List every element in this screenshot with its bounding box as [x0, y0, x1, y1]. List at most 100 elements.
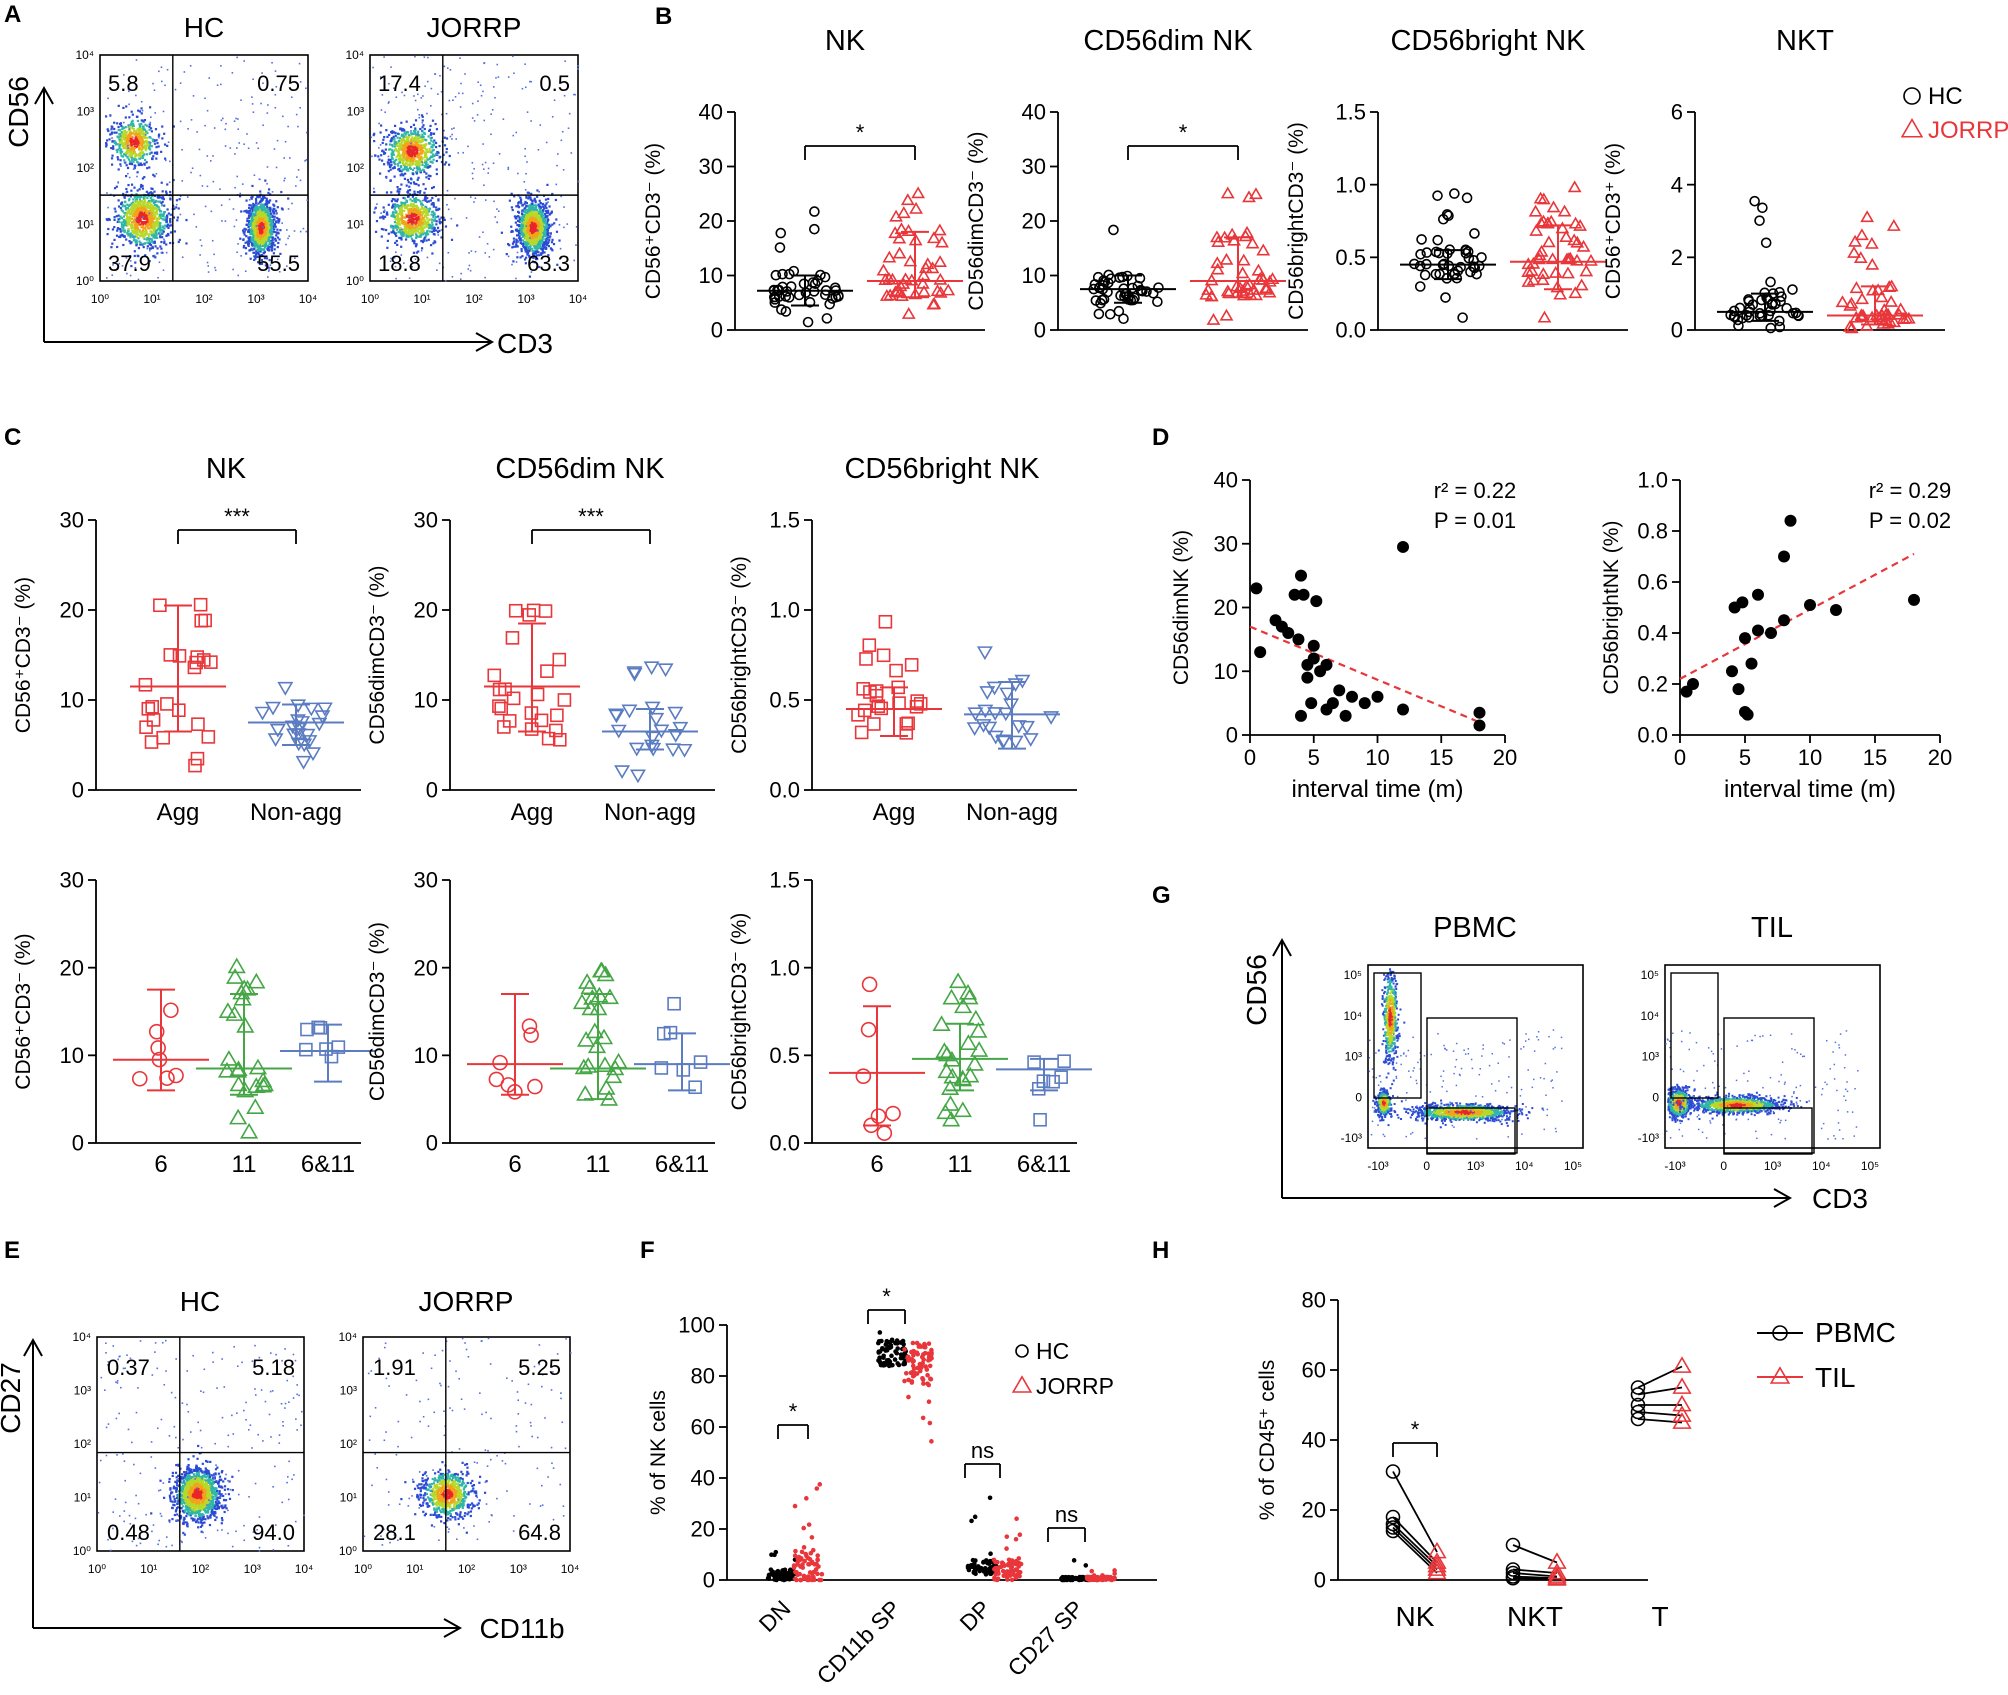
- x-category-label: DN: [754, 1595, 796, 1637]
- jorrp-point: [1865, 257, 1880, 270]
- nonagg-point: [301, 735, 318, 749]
- data-point: [1908, 593, 1920, 606]
- y-tick-label: 60: [1302, 1358, 1326, 1383]
- data-point: [1732, 683, 1745, 696]
- significance-label: *: [856, 120, 865, 145]
- jorrp-point: [932, 223, 947, 236]
- y-tick-label: 10¹: [340, 1491, 357, 1505]
- hc-point: [777, 1572, 782, 1578]
- jorrp-point: [996, 1564, 1002, 1570]
- hc-point: [895, 1346, 900, 1351]
- nonagg-point: [303, 702, 320, 717]
- x-tick-label: 10¹: [140, 1562, 157, 1576]
- jorrp-point: [876, 263, 891, 276]
- jorrp-point: [924, 1367, 930, 1372]
- jorrp-point: [1017, 1532, 1023, 1538]
- x-tick-label: 0: [1244, 745, 1256, 770]
- y-tick-label: 20: [1302, 1498, 1326, 1523]
- group-point: [885, 1105, 901, 1122]
- data-point: [1830, 604, 1842, 617]
- data-point: [1778, 550, 1790, 563]
- jorrp-point: [917, 284, 931, 297]
- x-tick-label: 10²: [458, 1562, 475, 1576]
- y-tick-label: 1.0: [1335, 172, 1366, 197]
- jorrp-point: [902, 1378, 907, 1384]
- jorrp-point: [1864, 236, 1879, 249]
- group-point: [960, 988, 979, 1005]
- data-point: [1320, 658, 1333, 671]
- hc-point: [780, 291, 792, 302]
- y-axis-label: CD56brightCD3⁻ (%): [728, 913, 751, 1111]
- jorrp-point: [919, 1363, 924, 1369]
- group-point: [523, 1027, 539, 1043]
- jorrp-point: [1229, 279, 1244, 292]
- agg-point: [534, 713, 549, 728]
- gate-nk: [1670, 972, 1719, 1099]
- jorrp-point: [1004, 1546, 1009, 1551]
- jorrp-point: [930, 284, 945, 297]
- jorrp-point: [926, 231, 941, 244]
- legend-jorrp-marker: [1900, 118, 1924, 138]
- jorrp-point: [911, 186, 926, 199]
- agg-point: [889, 663, 903, 678]
- y-tick-label: -10³: [1638, 1131, 1659, 1145]
- nonagg-point: [643, 661, 660, 676]
- panel-letter: C: [4, 424, 21, 451]
- group-point: [233, 989, 252, 1006]
- agg-point: [878, 614, 893, 629]
- agg-point: [193, 597, 208, 612]
- x-arrow-head: [475, 332, 495, 352]
- til-point: [1672, 1412, 1692, 1429]
- data-point: [1752, 624, 1764, 637]
- y-tick-label: 30: [60, 868, 84, 893]
- pbmc-point: [1630, 1380, 1646, 1395]
- pair-line: [1392, 1526, 1438, 1571]
- y-tick-label: 40: [699, 100, 723, 125]
- y-tick-label: 0: [1226, 723, 1238, 748]
- hc-point: [876, 1338, 882, 1344]
- x-tick-label: 10⁵: [1861, 1159, 1879, 1173]
- jorrp-point: [1532, 252, 1546, 265]
- nonagg-point: [254, 706, 271, 721]
- y-tick-label: 10⁴: [338, 1330, 357, 1344]
- hc-point: [1465, 266, 1476, 278]
- jorrp-point: [1256, 243, 1271, 256]
- jorrp-point: [894, 222, 909, 235]
- hc-point: [1471, 268, 1482, 280]
- plot-title: CD56bright NK: [1390, 25, 1586, 57]
- hc-point: [1127, 282, 1138, 294]
- jorrp-point: [799, 1549, 805, 1555]
- agg-point: [859, 652, 873, 666]
- panel-letter: A: [4, 1, 21, 28]
- jorrp-point: [1112, 1575, 1117, 1581]
- jorrp-point: [1521, 265, 1536, 277]
- x-category-label: Agg: [157, 799, 200, 826]
- hc-point: [1062, 1577, 1067, 1583]
- jorrp-point: [933, 272, 948, 285]
- x-tick-label: 10: [1365, 745, 1389, 770]
- y-axis-label: CD56⁺CD3⁺ (%): [1602, 143, 1625, 299]
- hc-point: [1757, 202, 1768, 214]
- data-point: [1473, 719, 1486, 732]
- agg-point: [191, 717, 205, 731]
- jorrp-point: [883, 288, 898, 301]
- jorrp-point: [1016, 1556, 1022, 1561]
- group-point: [246, 1098, 265, 1114]
- nonagg-point: [314, 710, 331, 725]
- data-point: [1282, 627, 1295, 639]
- group-point: [936, 1103, 955, 1120]
- hc-point: [1765, 276, 1776, 288]
- jorrp-point: [1004, 1574, 1010, 1580]
- jorrp-point: [994, 1577, 1000, 1583]
- legend-pbmc-label: PBMC: [1815, 1317, 1896, 1348]
- group-point: [148, 1023, 165, 1040]
- pbmc-point: [1385, 1523, 1401, 1539]
- plot-title: JORRP: [419, 1286, 514, 1317]
- jorrp-point: [1584, 253, 1598, 266]
- group-point: [597, 1079, 616, 1095]
- hc-point: [1432, 190, 1443, 201]
- agg-point: [538, 604, 553, 618]
- hc-point: [821, 313, 833, 324]
- plot-title: HC: [180, 1286, 220, 1317]
- group-point: [876, 1125, 893, 1141]
